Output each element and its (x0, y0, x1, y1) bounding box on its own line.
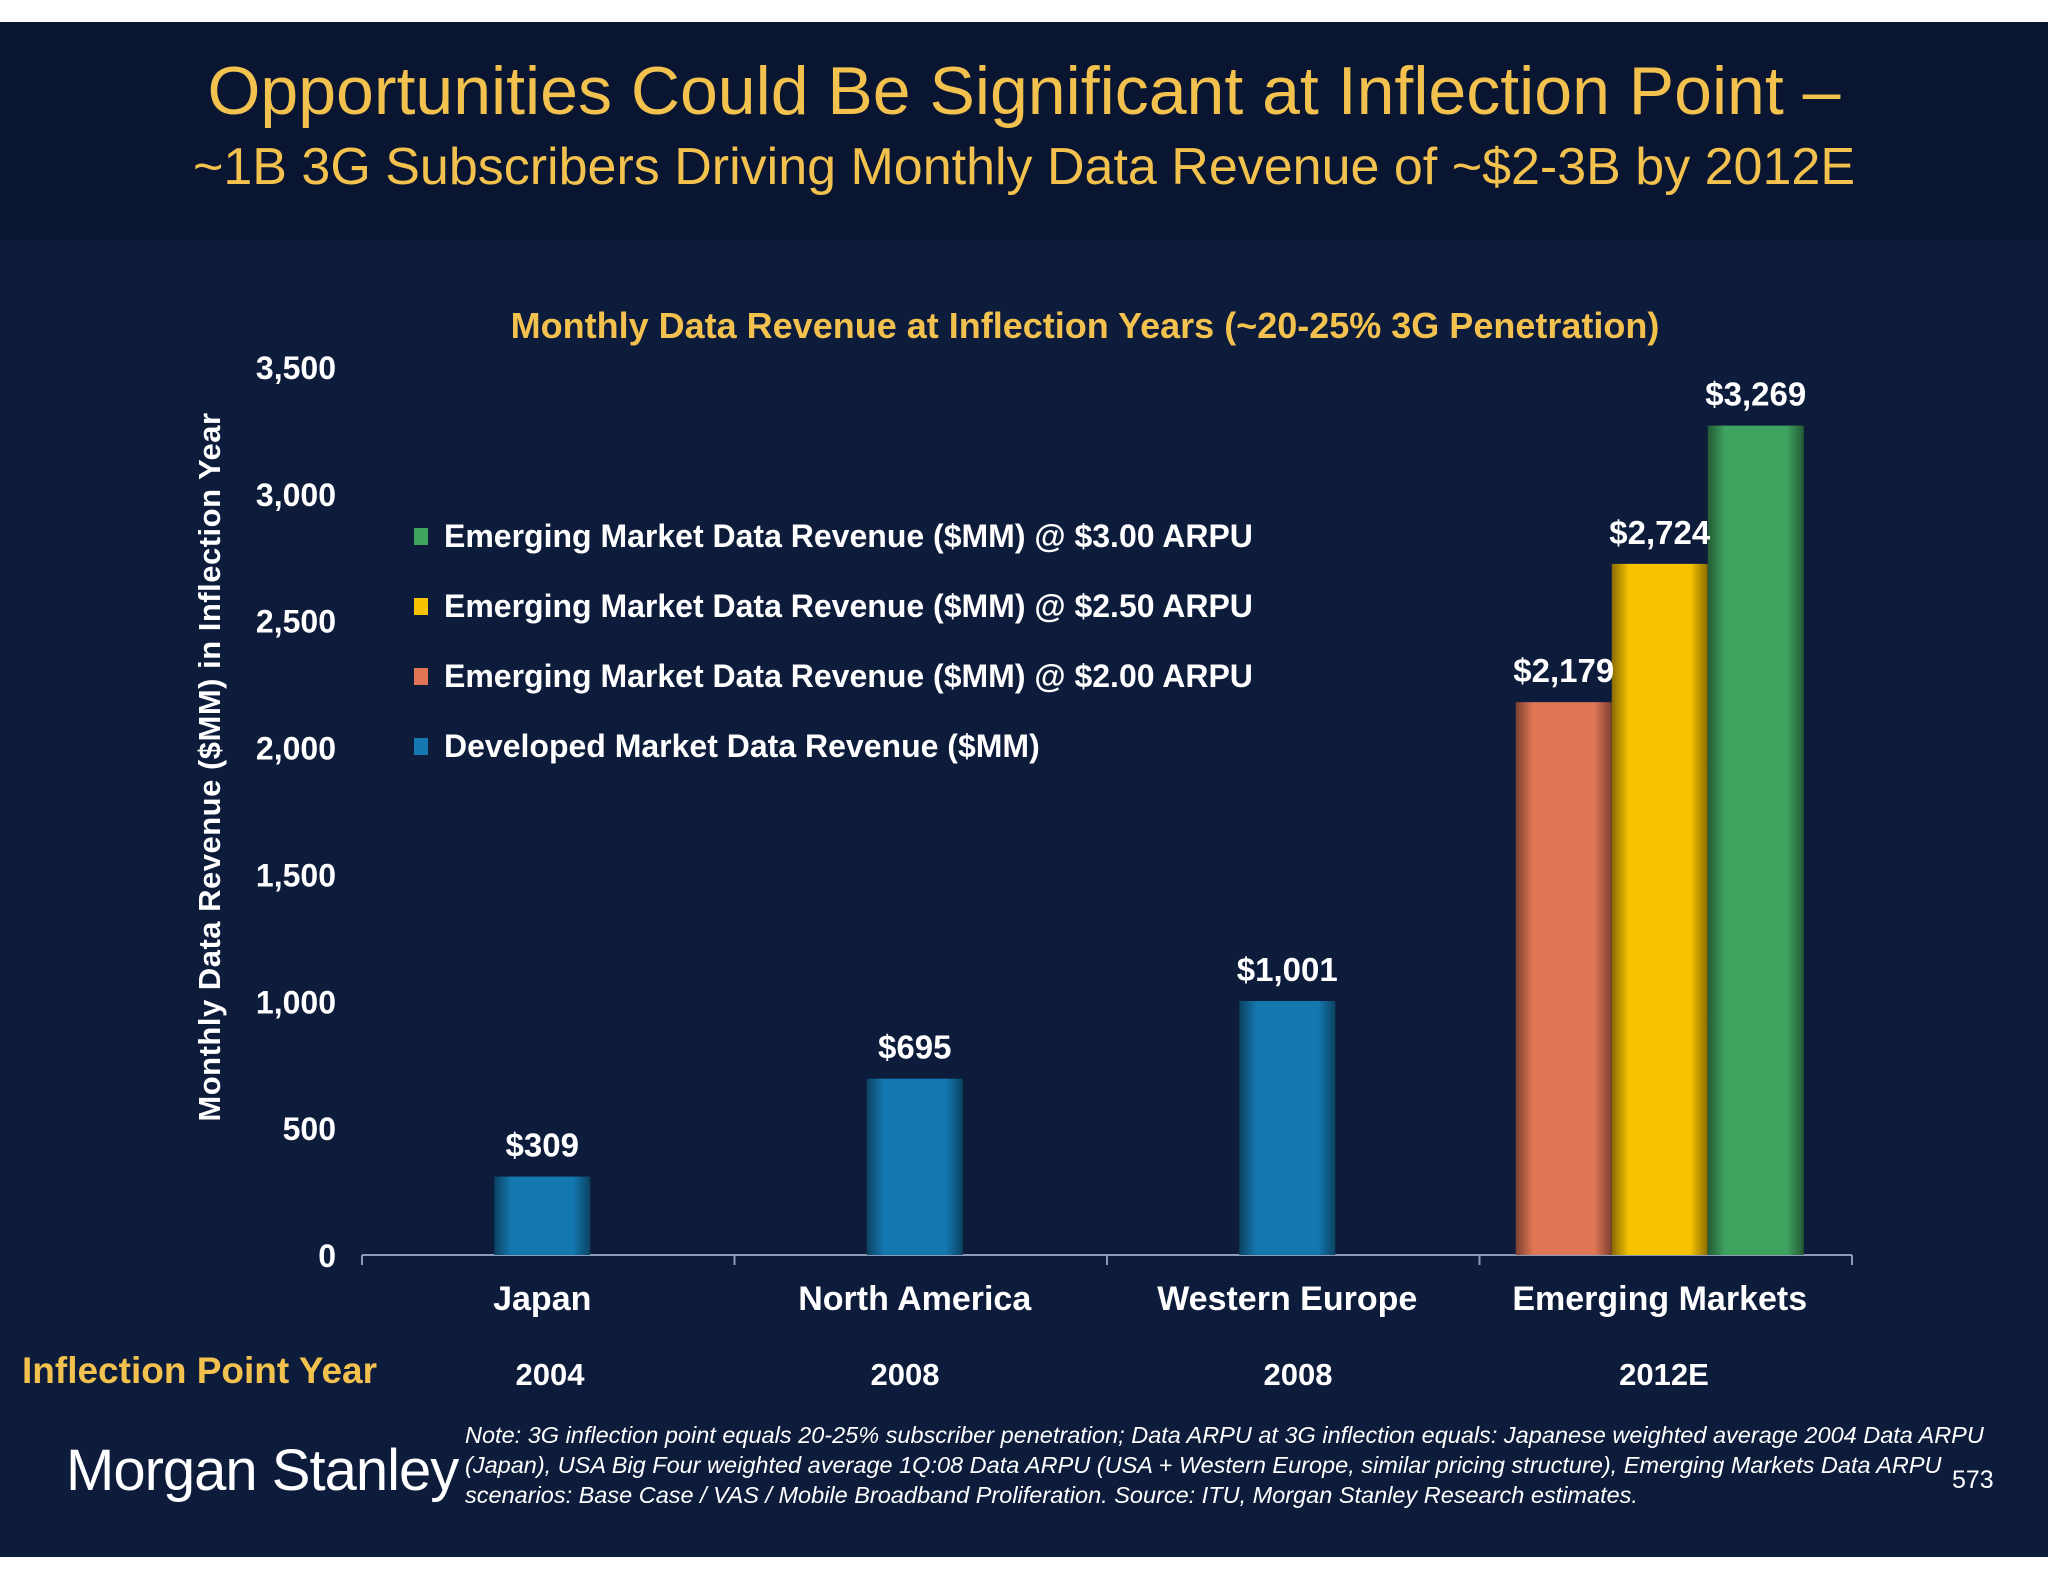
chart: 0 500 1,000 1,500 2,000 2,500 3,000 3,500 Japan N… (256, 350, 1853, 1318)
year-label: 2004 (515, 1357, 585, 1392)
morgan-stanley-logo: Morgan Stanley (66, 1438, 459, 1503)
axis-layer (361, 1254, 1853, 1265)
bar-emerging-markets (1611, 563, 1708, 1255)
legend-label: Emerging Market Data Revenue ($MM) @ $3.… (444, 518, 1253, 554)
bar-north-america (866, 1078, 963, 1255)
page-number: 573 (1952, 1466, 1994, 1494)
legend-label: Emerging Market Data Revenue ($MM) @ $2.… (444, 588, 1253, 624)
y-tick-label: 2,000 (256, 731, 336, 767)
title-band: Opportunities Could Be Significant at In… (0, 22, 2048, 240)
x-tick-label: Western Europe (1157, 1280, 1417, 1318)
x-tick-label: North America (798, 1280, 1032, 1318)
slide-subtitle: ~1B 3G Subscribers Driving Monthly Data … (192, 138, 1856, 196)
year-label: 2008 (870, 1357, 940, 1392)
legend-swatch-green (414, 528, 428, 545)
y-tick-label: 1,500 (256, 857, 336, 893)
y-tick-label: 500 (283, 1111, 336, 1147)
slide: Opportunities Could Be Significant at In… (0, 22, 2048, 1557)
legend-label: Emerging Market Data Revenue ($MM) @ $2.… (444, 658, 1253, 694)
bar-emerging-markets (1707, 425, 1804, 1255)
bar-japan (494, 1176, 591, 1255)
data-label: $695 (878, 1029, 951, 1066)
legend-label: Developed Market Data Revenue ($MM) (444, 728, 1040, 764)
y-tick-label: 2,500 (256, 604, 336, 640)
label-layer: 0 500 1,000 1,500 2,000 2,500 3,000 3,500 Japan N… (256, 350, 1807, 1318)
legend-swatch-blue (414, 738, 428, 755)
chart-title: Monthly Data Revenue at Inflection Years… (510, 305, 1660, 346)
bar-emerging-markets (1515, 702, 1612, 1255)
year-label: 2008 (1263, 1357, 1333, 1392)
footnote: Note: 3G inflection point equals 20-25% … (465, 1422, 1984, 1508)
bar-layer (494, 425, 1804, 1255)
data-label: $1,001 (1237, 951, 1338, 988)
x-tick-label: Emerging Markets (1512, 1280, 1807, 1318)
y-tick-label: 1,000 (256, 984, 336, 1020)
data-label: $2,179 (1513, 652, 1614, 689)
legend-swatch-yellow (414, 598, 428, 615)
legend-swatch-red (414, 668, 428, 685)
slide-title: Opportunities Could Be Significant at In… (207, 53, 1841, 129)
x-tick-label: Japan (493, 1280, 591, 1318)
y-tick-label: 3,000 (256, 477, 336, 513)
data-label: $3,269 (1705, 376, 1806, 413)
bar-western-europe (1239, 1001, 1336, 1255)
data-label: $309 (506, 1127, 579, 1164)
data-label: $2,724 (1609, 514, 1711, 551)
year-label: 2012E (1619, 1357, 1709, 1392)
y-tick-label: 0 (318, 1238, 336, 1274)
inflection-point-year-label: Inflection Point Year (22, 1350, 378, 1391)
y-axis-title-text: Monthly Data Revenue ($MM) in Inflection… (192, 412, 227, 1122)
y-tick-label: 3,500 (256, 350, 336, 386)
